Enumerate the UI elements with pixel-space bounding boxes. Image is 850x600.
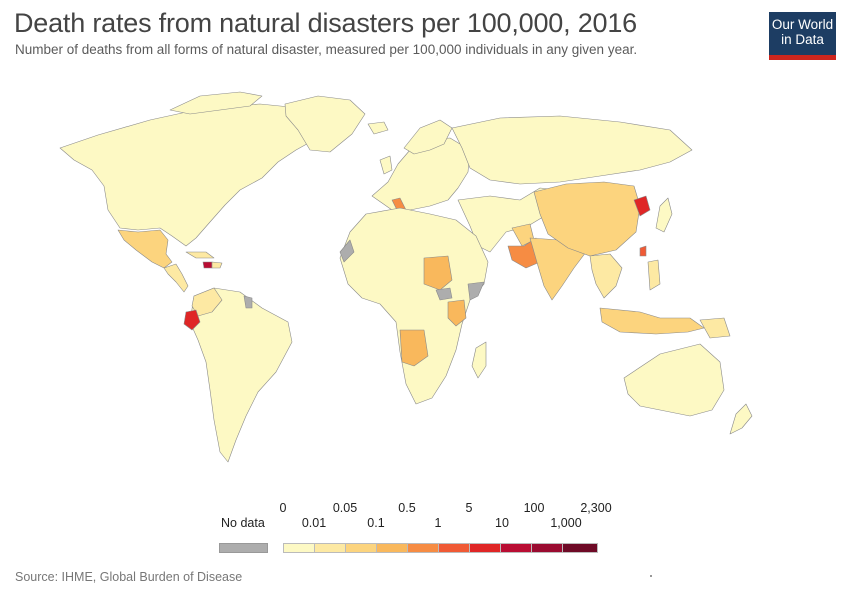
legend-swatch-1 [283, 543, 315, 553]
legend-lower-label: 0.1 [367, 516, 385, 530]
page-title: Death rates from natural disasters per 1… [14, 8, 637, 38]
legend-swatch-3 [345, 543, 377, 553]
region-taiwan[interactable] [639, 245, 647, 257]
legend-no-data-swatch [219, 543, 268, 553]
legend-swatch-5 [407, 543, 439, 553]
region-new-zealand[interactable] [729, 403, 753, 435]
legend-lower-label: 1 [434, 516, 442, 530]
region-china[interactable] [533, 181, 641, 257]
region-indonesia[interactable] [599, 307, 705, 335]
legend-upper-label: 0.5 [398, 501, 416, 515]
region-south-sudan[interactable] [435, 287, 453, 301]
region-ecuador[interactable] [183, 309, 201, 331]
legend-lower-label: 0.01 [301, 516, 327, 530]
region-africa[interactable] [339, 207, 489, 405]
legend-upper-label: 100 [523, 501, 545, 515]
region-scandinavia[interactable] [403, 119, 453, 155]
region-kenya[interactable] [447, 299, 467, 327]
legend-swatch-2 [314, 543, 346, 553]
region-mexico[interactable] [117, 229, 173, 269]
region-western-sahara[interactable] [339, 239, 355, 263]
region-haiti[interactable] [202, 261, 213, 269]
legend-upper-label: 5 [465, 501, 473, 515]
region-greenland[interactable] [284, 95, 366, 153]
region-papua[interactable] [699, 317, 731, 339]
legend-swatch-6 [438, 543, 470, 553]
world-map [59, 91, 753, 463]
region-somalia[interactable] [467, 281, 485, 301]
region-sudan[interactable] [423, 255, 453, 291]
legend-upper-label: 0 [279, 501, 287, 515]
region-north-america[interactable] [59, 103, 323, 247]
region-philippines[interactable] [647, 259, 661, 291]
region-colombia[interactable] [191, 287, 223, 317]
logo-line-2: in Data [781, 32, 824, 47]
source-note: Source: IHME, Global Burden of Disease [15, 570, 243, 584]
legend-no-data-label: No data [221, 516, 265, 530]
region-north-korea[interactable] [633, 195, 651, 217]
legend-lower-label: 10 [495, 516, 509, 530]
owid-logo[interactable]: Our World in Data [769, 12, 836, 60]
region-dominican[interactable] [211, 261, 223, 269]
region-guyana[interactable] [243, 295, 253, 309]
region-canada-islands[interactable] [169, 91, 263, 115]
region-cuba[interactable] [185, 251, 215, 259]
legend-swatch-8 [500, 543, 532, 553]
legend-swatch-10 [562, 543, 598, 553]
legend-upper-label: 2,300 [580, 501, 612, 515]
legend-swatch-7 [469, 543, 501, 553]
region-central-america[interactable] [163, 263, 189, 293]
region-south-america[interactable] [189, 287, 293, 463]
region-uk[interactable] [379, 155, 393, 175]
region-iceland[interactable] [367, 121, 389, 135]
region-angola[interactable] [399, 329, 429, 367]
region-australia[interactable] [623, 343, 725, 417]
region-russia[interactable] [451, 115, 693, 185]
region-japan[interactable] [655, 197, 673, 233]
legend-swatch-9 [531, 543, 563, 553]
legend-upper-label: 0.05 [332, 501, 358, 515]
logo-line-1: Our World [771, 17, 834, 32]
decorative-dot [650, 575, 652, 577]
page-subtitle: Number of deaths from all forms of natur… [15, 42, 638, 57]
region-madagascar[interactable] [471, 341, 487, 379]
region-southeast-asia[interactable] [589, 253, 623, 299]
legend-lower-label: 1,000 [550, 516, 582, 530]
logo-bar [769, 55, 836, 60]
legend-swatch-4 [376, 543, 408, 553]
